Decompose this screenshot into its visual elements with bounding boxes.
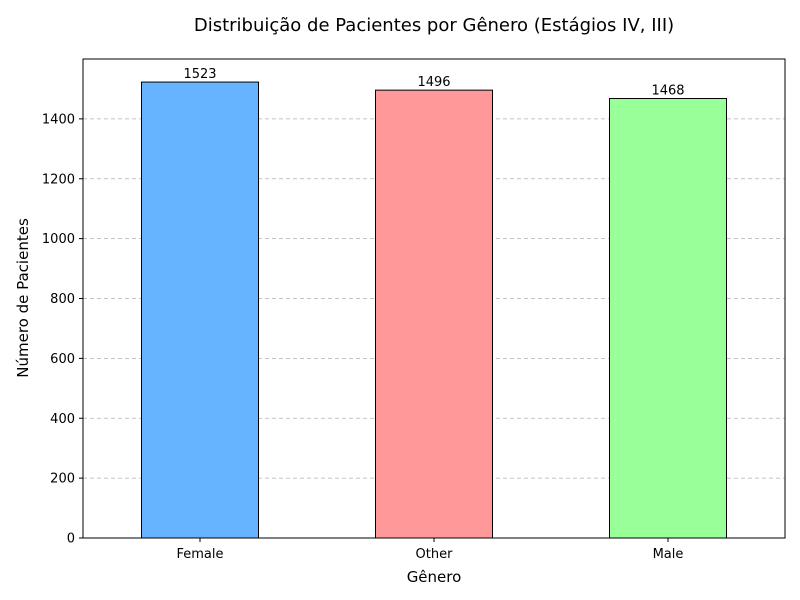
y-tick-label: 800	[50, 292, 75, 307]
chart-title: Distribuição de Pacientes por Gênero (Es…	[194, 15, 674, 36]
x-tick-label-male: Male	[653, 547, 684, 562]
y-tick-label: 600	[50, 352, 75, 367]
bar-male	[609, 98, 727, 539]
bar-female	[141, 81, 259, 539]
y-tick-label: 0	[67, 532, 75, 547]
data-labels: 1523 1496 1468	[183, 67, 684, 98]
bar-other	[375, 89, 493, 539]
x-axis-label: Gênero	[407, 568, 462, 586]
y-tick-label: 1400	[42, 112, 75, 127]
y-tick-label: 1000	[42, 232, 75, 247]
data-label-other: 1496	[417, 75, 450, 90]
x-tick-label-female: Female	[176, 547, 223, 562]
plot-frame	[82, 58, 786, 539]
y-tick-label: 400	[50, 412, 75, 427]
x-tick-label-other: Other	[416, 547, 454, 562]
y-axis-label: Número de Pacientes	[14, 218, 32, 378]
data-label-male: 1468	[651, 84, 684, 99]
y-tick-label: 1200	[42, 172, 75, 187]
y-tick-label: 200	[50, 472, 75, 487]
axis-ticks: 0 200 400 600 800 1000 1200 1400 Female Other Male	[42, 112, 683, 562]
data-label-female: 1523	[183, 67, 216, 82]
bars	[141, 81, 727, 539]
